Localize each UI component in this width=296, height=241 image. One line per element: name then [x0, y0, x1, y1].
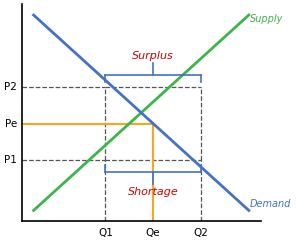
Text: Supply: Supply [250, 14, 283, 24]
Text: Qe: Qe [146, 228, 160, 238]
Text: Q2: Q2 [194, 228, 208, 238]
Text: P1: P1 [4, 155, 17, 166]
Text: Pe: Pe [5, 119, 17, 128]
Text: Shortage: Shortage [128, 187, 178, 196]
Text: P2: P2 [4, 82, 17, 92]
Text: Q1: Q1 [98, 228, 113, 238]
Text: Demand: Demand [250, 199, 291, 209]
Text: Surplus: Surplus [132, 51, 174, 61]
